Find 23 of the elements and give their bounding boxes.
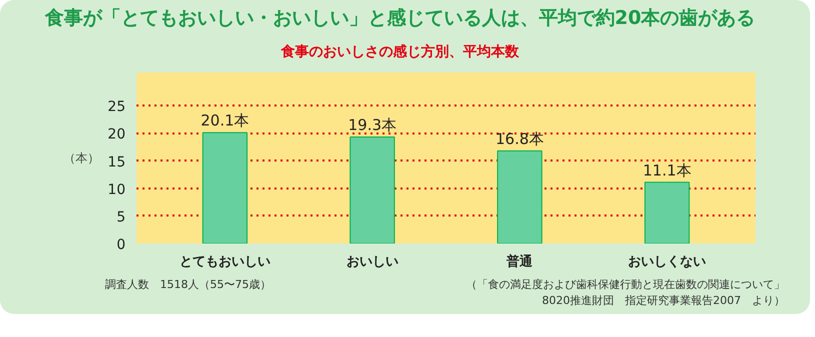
data-label: 16.8本 xyxy=(495,130,544,148)
chart-title: 食事が「とてもおいしい・おいしい」と感じている人は、平均で約20本の歯がある xyxy=(44,6,756,31)
x-tick-label: おいしくない xyxy=(628,254,706,270)
y-tick-label: 10 xyxy=(108,182,126,198)
y-tick-label: 20 xyxy=(108,126,126,143)
y-tick-label: 15 xyxy=(108,154,126,170)
text: 調査人数 1518人（55〜75歳） xyxy=(105,277,271,293)
bar xyxy=(497,150,542,244)
bar xyxy=(350,136,395,244)
bar xyxy=(202,132,248,244)
y-tick-label: 25 xyxy=(108,99,126,116)
y-tick-label: 0 xyxy=(116,237,126,254)
x-tick-label: とてもおいしい xyxy=(179,254,270,270)
text: （「食の満足度および歯科保健行動と現在歯数の関連について」 8020推進財団 指定研究事業報告2007 より） xyxy=(466,277,785,309)
x-tick-label: おいしい xyxy=(346,254,398,270)
bar xyxy=(644,182,690,244)
y-axis-title: （本） xyxy=(64,151,100,166)
x-tick-label: 普通 xyxy=(506,254,534,270)
data-label: 20.1本 xyxy=(200,112,250,130)
chart-subtitle: 食事のおいしさの感じ方別、平均本数 xyxy=(281,42,519,62)
data-label: 11.1本 xyxy=(642,161,692,180)
y-tick-label: 5 xyxy=(116,210,126,226)
data-label: 19.3本 xyxy=(348,116,397,134)
